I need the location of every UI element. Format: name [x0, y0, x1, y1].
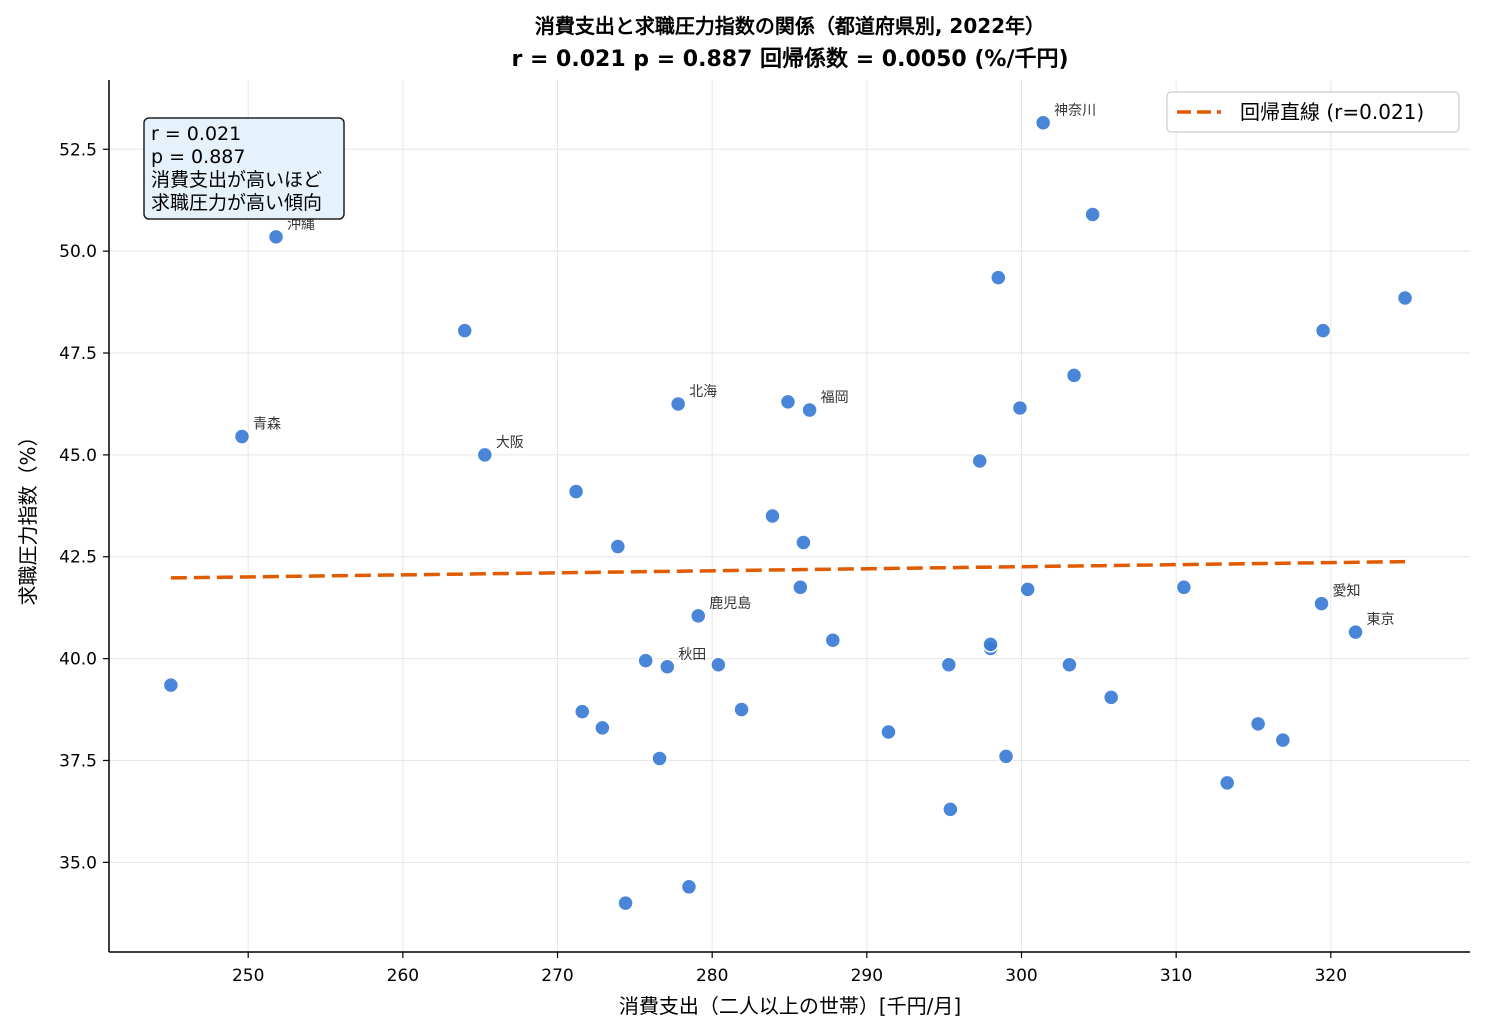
- data-point: [594, 719, 611, 737]
- data-point: [795, 534, 812, 551]
- x-tick-label: 320: [1315, 966, 1347, 986]
- chart-subtitle: r = 0.021 p = 0.887 回帰係数 = 0.0050 (%/千円): [511, 46, 1068, 72]
- point-label: 沖縄: [287, 217, 315, 233]
- data-point: [1249, 715, 1267, 733]
- chart-title: 消費支出と求職圧力指数の関係（都道府県別, 2022年）: [535, 14, 1045, 38]
- data-point: [990, 269, 1007, 286]
- data-point: [1396, 289, 1414, 307]
- y-tick-label: 52.5: [59, 140, 97, 160]
- data-point: [779, 393, 797, 411]
- data-point: [824, 632, 842, 649]
- data-point: [942, 801, 959, 818]
- data-point: [1218, 774, 1236, 792]
- point-label: 福岡: [821, 390, 849, 406]
- x-tick-label: 300: [1005, 966, 1037, 986]
- data-point: [1175, 579, 1193, 596]
- data-point: [567, 483, 585, 500]
- data-point: [690, 607, 707, 625]
- stats-line-note2: 求職圧力が高い傾向: [151, 192, 322, 214]
- data-point: [456, 322, 473, 339]
- point-label: 東京: [1367, 612, 1395, 628]
- x-tick-label: 250: [232, 966, 264, 986]
- data-point: [617, 894, 634, 912]
- data-point: [1347, 623, 1364, 641]
- y-axis-label: 求職圧力指数（%）: [16, 426, 40, 605]
- y-tick-label: 37.5: [59, 751, 97, 771]
- data-point: [651, 750, 668, 767]
- y-tick-label: 47.5: [59, 344, 97, 364]
- x-axis-ticks: 250 260 270 280 290 300 310 320: [232, 952, 1347, 986]
- data-point: [1084, 206, 1101, 223]
- data-point: [1034, 114, 1052, 132]
- data-point: [801, 401, 818, 419]
- data-point: [880, 723, 897, 741]
- data-point: [1102, 689, 1120, 706]
- regression-line: [170, 559, 1406, 580]
- stats-line-r: r = 0.021: [151, 123, 241, 145]
- point-label: 愛知: [1333, 583, 1361, 600]
- stats-box: r = 0.021 p = 0.887 消費支出が高いほど 求職圧力が高い傾向: [143, 117, 345, 220]
- data-point: [792, 579, 809, 596]
- data-points: [162, 114, 1414, 912]
- data-point: [1065, 367, 1083, 384]
- x-tick-label: 270: [541, 966, 573, 986]
- point-label: 青森: [253, 417, 281, 433]
- y-tick-label: 50.0: [59, 242, 97, 262]
- data-point: [476, 446, 494, 464]
- legend-frame: [1166, 91, 1460, 133]
- legend-label: 回帰直線 (r=0.021): [1240, 100, 1424, 124]
- data-point: [669, 395, 687, 413]
- stats-line-note1: 消費支出が高いほど: [151, 169, 322, 191]
- y-tick-label: 35.0: [59, 853, 97, 873]
- data-point: [680, 878, 698, 896]
- y-tick-label: 40.0: [59, 650, 97, 670]
- data-point: [637, 652, 654, 669]
- point-label: 鹿児島: [709, 595, 751, 612]
- stats-box-frame: [143, 117, 345, 220]
- data-point: [971, 452, 988, 470]
- stats-line-p: p = 0.887: [151, 146, 245, 168]
- y-tick-label: 42.5: [59, 548, 97, 568]
- data-point: [574, 703, 591, 720]
- data-point: [233, 428, 251, 445]
- point-label: 秋田: [678, 647, 706, 663]
- data-point: [982, 636, 999, 653]
- data-point: [1061, 656, 1078, 673]
- data-point: [267, 228, 285, 246]
- point-label: 神奈川: [1054, 103, 1096, 119]
- x-axis-label: 消費支出（二人以上の世帯）[千円/月]: [619, 994, 961, 1018]
- x-tick-label: 310: [1160, 966, 1192, 986]
- point-label: 大阪: [496, 435, 524, 451]
- legend: 回帰直線 (r=0.021): [1166, 91, 1460, 133]
- data-point: [733, 701, 750, 718]
- data-point: [1313, 595, 1330, 612]
- data-point: [1314, 322, 1332, 339]
- data-point: [764, 507, 781, 525]
- data-point: [659, 658, 676, 676]
- data-point: [609, 538, 627, 555]
- y-tick-label: 45.0: [59, 446, 97, 466]
- data-point: [1274, 731, 1292, 749]
- data-point: [1019, 581, 1036, 598]
- data-point: [1011, 399, 1029, 417]
- data-point: [162, 676, 180, 694]
- data-point: [997, 748, 1015, 765]
- data-point: [710, 656, 727, 673]
- grid-lines: [109, 80, 1470, 952]
- x-tick-label: 290: [851, 966, 883, 986]
- x-tick-label: 280: [696, 966, 728, 986]
- y-axis-ticks: 35.0 37.5 40.0 42.5 45.0 47.5 50.0 52.5: [59, 140, 109, 873]
- data-point: [940, 656, 958, 673]
- point-label: 北海: [689, 384, 717, 400]
- x-tick-label: 260: [387, 966, 419, 986]
